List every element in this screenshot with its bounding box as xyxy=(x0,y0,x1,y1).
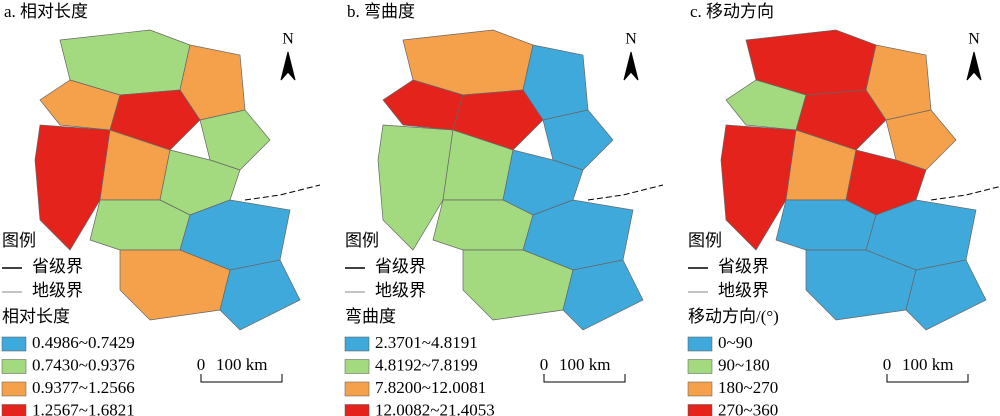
map-region xyxy=(562,259,644,331)
legend-swatch xyxy=(1,404,27,416)
legend-swatch xyxy=(344,404,370,416)
north-label: N xyxy=(282,31,294,48)
scale-end: 100 km xyxy=(902,355,953,374)
coastline-boundary xyxy=(587,184,664,201)
panel-title: a. 相对长度 xyxy=(4,2,88,21)
map-region xyxy=(725,79,807,131)
map-region xyxy=(89,199,191,251)
legend-title: 图例 xyxy=(345,231,379,250)
legend-line-label: 省级界 xyxy=(718,257,769,276)
legend-class-label: 0.4986~0.7429 xyxy=(32,333,135,352)
scale-end: 100 km xyxy=(216,355,267,374)
legend-swatch xyxy=(1,359,27,374)
legend-class-label: 0.9377~1.2566 xyxy=(32,378,135,397)
scale-bar xyxy=(200,374,283,383)
legend-class-label: 0.7430~0.9376 xyxy=(32,355,135,374)
coastline-boundary xyxy=(244,184,321,201)
legend-heading: 移动方向/(°) xyxy=(688,307,779,326)
legend-class-label: 90~180 xyxy=(718,355,770,374)
panel-title: c. 移动方向 xyxy=(690,2,774,21)
coastline-boundary xyxy=(930,185,1000,201)
map-region xyxy=(109,89,201,151)
map-region xyxy=(39,79,121,131)
legend-heading: 相对长度 xyxy=(2,307,70,326)
map-region xyxy=(199,109,271,171)
north-arrow xyxy=(966,51,982,81)
legend-class-label: 2.3701~4.8191 xyxy=(375,333,478,352)
map-region xyxy=(219,259,301,331)
map-region xyxy=(795,89,887,151)
north-arrow xyxy=(280,51,296,81)
scale-bar xyxy=(543,374,626,383)
legend-swatch xyxy=(1,381,27,397)
map-region xyxy=(432,199,534,251)
legend-swatch xyxy=(687,404,713,416)
legend-line-label: 省级界 xyxy=(375,257,426,276)
map-region xyxy=(885,109,957,171)
scale-bar xyxy=(886,374,969,383)
legend-swatch xyxy=(687,359,713,374)
legend-title: 图例 xyxy=(2,231,36,250)
map-region xyxy=(905,259,987,331)
north-label: N xyxy=(968,31,980,48)
scale-start: 0 xyxy=(540,355,549,374)
legend-title: 图例 xyxy=(688,231,722,250)
map-region xyxy=(382,79,464,131)
legend-class-label: 180~270 xyxy=(718,378,778,397)
legend-swatch xyxy=(687,381,713,397)
map-region xyxy=(775,199,877,251)
legend-class-label: 270~360 xyxy=(718,400,778,416)
north-label: N xyxy=(625,31,637,48)
map-region xyxy=(452,89,544,151)
scale-start: 0 xyxy=(197,355,206,374)
legend-swatch xyxy=(687,336,713,352)
legend-class-label: 12.0082~21.4053 xyxy=(375,400,495,416)
scale-start: 0 xyxy=(883,355,892,374)
legend-swatch xyxy=(344,381,370,397)
legend-line-label: 地级界 xyxy=(32,281,83,300)
legend-class-label: 7.8200~12.0081 xyxy=(375,378,486,397)
legend-swatch xyxy=(1,336,27,352)
panel-title: b. 弯曲度 xyxy=(347,2,415,21)
legend-class-label: 0~90 xyxy=(718,333,753,352)
legend-line-label: 地级界 xyxy=(718,281,769,300)
legend-class-label: 1.2567~1.6821 xyxy=(32,400,135,416)
legend-line-label: 地级界 xyxy=(375,281,426,300)
scale-end: 100 km xyxy=(559,355,610,374)
north-arrow xyxy=(623,51,639,81)
legend-line-label: 省级界 xyxy=(32,257,83,276)
legend-swatch xyxy=(344,336,370,352)
legend-class-label: 4.8192~7.8199 xyxy=(375,355,478,374)
legend-swatch xyxy=(344,359,370,374)
map-region xyxy=(542,109,614,171)
legend-heading: 弯曲度 xyxy=(345,307,396,326)
